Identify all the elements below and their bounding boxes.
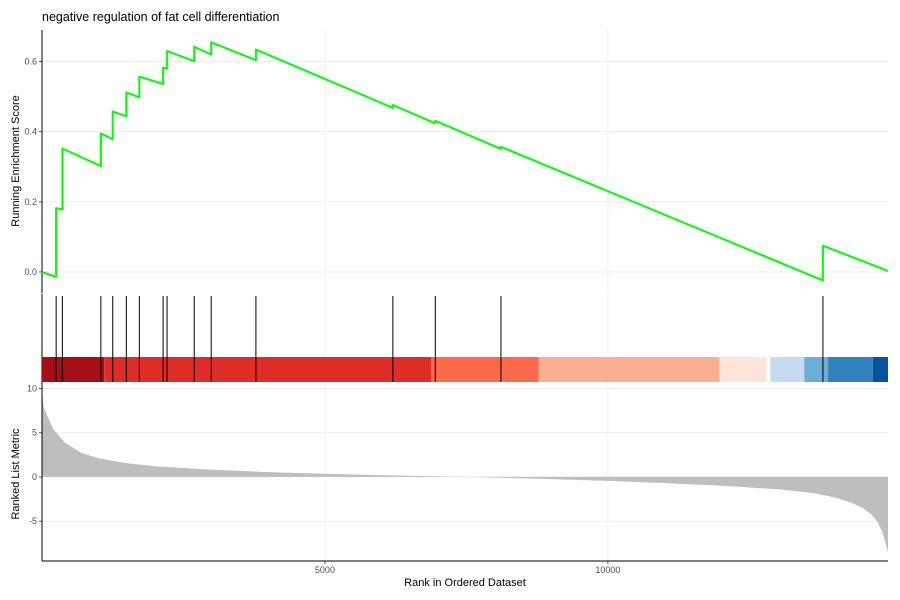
enrichment-y-tick-label: 0.0 [24, 267, 37, 277]
ranked-list-metric-area [42, 388, 888, 553]
rank-color-band [538, 357, 720, 382]
rank-color-band [770, 357, 805, 382]
y-axis-title-enrichment: Running Enrichment Score [10, 95, 22, 226]
plot-title: negative regulation of fat cell differen… [42, 10, 279, 24]
metric-y-tick-label: 5 [32, 428, 37, 438]
rank-color-band [42, 357, 105, 382]
rank-color-band [804, 357, 829, 382]
metric-y-tick-label: 0 [32, 472, 37, 482]
rank-color-band [431, 357, 539, 382]
y-axis-title-metric: Ranked List Metric [10, 428, 22, 520]
metric-y-tick-label: 10 [27, 383, 37, 393]
metric-y-tick-label: -5 [29, 516, 37, 526]
running-enrichment-score-line [41, 41, 889, 282]
rank-color-band [828, 357, 873, 382]
ranked-list-metric-panel: -5 0 5 10 5000 10000 [27, 383, 888, 575]
x-axis-title: Rank in Ordered Dataset [404, 577, 526, 589]
gene-hits-panel [41, 294, 888, 384]
x-tick-label: 10000 [595, 565, 620, 575]
rank-color-band [872, 357, 888, 382]
enrichment-y-tick-label: 0.6 [24, 57, 37, 67]
rank-color-band [766, 357, 771, 382]
x-tick-label: 5000 [315, 565, 335, 575]
enrichment-y-tick-label: 0.4 [24, 127, 37, 137]
rank-color-band [719, 357, 767, 382]
running-enrichment-panel: 0.0 0.2 0.4 0.6 [24, 30, 889, 293]
enrichment-y-tick-label: 0.2 [24, 197, 37, 207]
rank-color-band [104, 357, 432, 382]
